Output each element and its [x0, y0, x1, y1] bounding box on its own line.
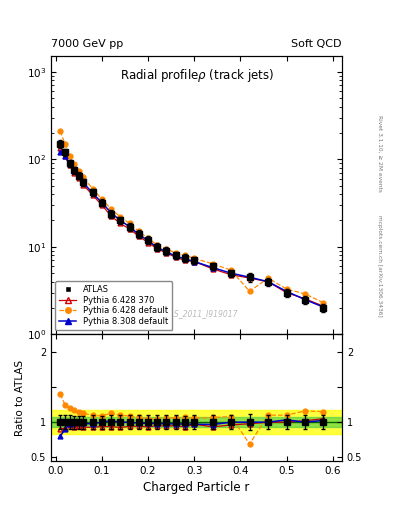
Text: 7000 GeV pp: 7000 GeV pp [51, 38, 123, 49]
Legend: ATLAS, Pythia 6.428 370, Pythia 6.428 default, Pythia 8.308 default: ATLAS, Pythia 6.428 370, Pythia 6.428 de… [55, 281, 172, 330]
Text: ATLAS_2011_I919017: ATLAS_2011_I919017 [155, 309, 238, 318]
Text: Soft QCD: Soft QCD [292, 38, 342, 49]
X-axis label: Charged Particle r: Charged Particle r [143, 481, 250, 494]
Text: mcplots.cern.ch [arXiv:1306.3436]: mcplots.cern.ch [arXiv:1306.3436] [377, 216, 382, 317]
Text: Rivet 3.1.10, ≥ 2M events: Rivet 3.1.10, ≥ 2M events [377, 115, 382, 192]
Text: Radial profile$\rho$ (track jets): Radial profile$\rho$ (track jets) [119, 68, 274, 84]
Y-axis label: Ratio to ATLAS: Ratio to ATLAS [15, 359, 25, 436]
